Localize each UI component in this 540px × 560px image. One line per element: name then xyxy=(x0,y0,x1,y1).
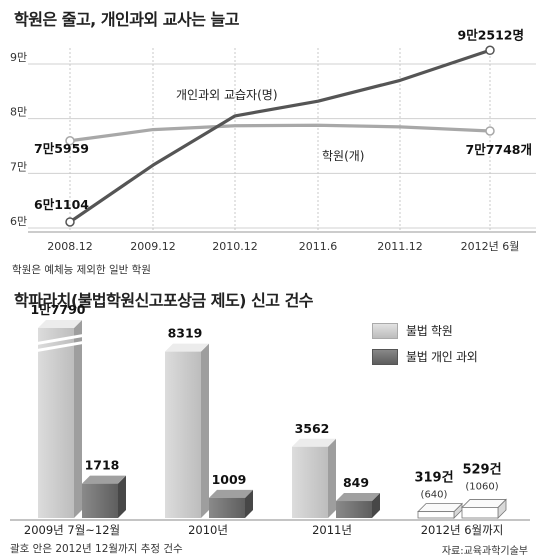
bar-break-mark xyxy=(37,341,83,352)
bar-tutor-front xyxy=(336,501,372,518)
bar-academy-side xyxy=(74,320,82,518)
bar-tutor-top xyxy=(82,475,126,484)
x-tick-label: 2011.6 xyxy=(299,240,338,253)
bar-academy-front xyxy=(417,511,455,519)
x-tick-label: 2012년 6월 xyxy=(461,240,520,253)
academy-series-label: 학원(개) xyxy=(322,149,364,163)
bar-chart-note: 괄호 안은 2012년 12월까지 추정 건수 xyxy=(10,543,183,555)
series-endpoint-tutor xyxy=(485,45,495,56)
bar-academy-value: 319건 xyxy=(414,470,453,486)
x-tick-label: 2009.12 xyxy=(130,240,176,253)
bar-category-label: 2010년 xyxy=(188,523,228,537)
bar-academy-top xyxy=(38,320,82,328)
bar-tutor-value: 529건 xyxy=(462,461,501,477)
x-tick-label: 2010.12 xyxy=(212,240,258,253)
bar-academy-top xyxy=(292,438,336,447)
bar-tutor-side xyxy=(118,475,126,518)
series-endpoint-tutor xyxy=(65,217,75,227)
tutor-start-label: 6만1104 xyxy=(34,197,89,212)
series-line-academy xyxy=(69,123,491,143)
line-chart-note: 학원은 예체능 제외한 일반 학원 xyxy=(12,264,151,276)
bar-tutor-value: 1718 xyxy=(85,458,120,473)
x-tick-label: 2011.12 xyxy=(377,240,423,253)
bar-tutor xyxy=(336,493,380,518)
bar-academy-value: 8319 xyxy=(168,326,203,341)
y-tick-label: 7만 xyxy=(10,160,27,173)
line-chart: 6만 7만 8만 9만 2008.12 2009.12 2010.12 2011.6 2011.… xyxy=(10,27,536,253)
bar-academy-front xyxy=(292,446,328,518)
legend-item-academy: 불법 학원 xyxy=(372,322,477,339)
bar-academy-estimate: (640) xyxy=(421,490,448,501)
y-tick-label: 6만 xyxy=(10,215,27,228)
bar-tutor-front xyxy=(461,507,499,519)
bar-tutor xyxy=(82,475,126,518)
bar-academy-side xyxy=(328,438,336,518)
bar-tutor-top xyxy=(336,493,380,502)
bar-tutor-top xyxy=(461,499,507,508)
legend-label-tutor: 불법 개인 과외 xyxy=(406,350,478,364)
bar-academy-value: 3562 xyxy=(295,421,330,436)
bar-category-label: 2012년 6월까지 xyxy=(421,523,504,537)
bar-academy-value: 1만7790 xyxy=(31,302,86,317)
bar-tutor xyxy=(461,498,507,519)
bar-academy xyxy=(38,320,82,518)
bar-tutor-value: 1009 xyxy=(212,472,247,487)
legend-label-academy: 불법 학원 xyxy=(406,324,453,338)
bar-break-mark xyxy=(37,334,83,345)
tutor-end-label: 9만2512명 xyxy=(458,27,525,42)
tutor-series-label: 개인과외 교습자(명) xyxy=(176,88,278,102)
bar-academy-side xyxy=(201,343,209,518)
line-chart-title: 학원은 줄고, 개인과외 교사는 늘고 xyxy=(14,10,239,29)
bar-tutor-front xyxy=(209,497,245,518)
bar-chart-title: 학파라치(불법학원신고포상금 제도) 신고 건수 xyxy=(14,291,314,310)
bar-tutor-value: 849 xyxy=(343,475,369,490)
bar-tutor-estimate: (1060) xyxy=(465,481,498,492)
bar-academy-front xyxy=(165,351,201,518)
series-line-tutor xyxy=(69,48,491,224)
legend-item-tutor: 불법 개인 과외 xyxy=(372,348,478,365)
academy-end-label: 7만7748개 xyxy=(466,142,533,157)
x-tick-label: 2008.12 xyxy=(47,240,93,253)
legend-swatch-academy xyxy=(372,322,398,339)
bar-tutor xyxy=(209,489,253,518)
bar-tutor-front xyxy=(82,483,118,518)
legend-swatch-tutor xyxy=(372,348,398,365)
y-tick-label: 8만 xyxy=(10,106,27,119)
bar-tutor-top xyxy=(209,489,253,498)
series-endpoint-academy xyxy=(485,126,495,136)
bar-academy xyxy=(165,343,209,518)
bar-academy-top xyxy=(165,343,209,352)
bar-academy-front xyxy=(38,328,74,518)
series-endpoint-academy xyxy=(65,136,75,146)
bar-legend: 불법 학원 불법 개인 과외 xyxy=(372,322,478,365)
bar-category-label: 2009년 7월~12월 xyxy=(24,523,120,537)
bar-chart-source: 자료:교육과학기술부 xyxy=(441,546,528,557)
bar-tutor-side xyxy=(372,493,380,518)
bar-tutor-side xyxy=(245,489,253,518)
bar-academy xyxy=(417,502,463,519)
academy-start-label: 7만5959 xyxy=(34,141,89,156)
bar-academy-top xyxy=(417,503,463,513)
y-tick-label: 9만 xyxy=(10,51,27,64)
bar-category-label: 2011년 xyxy=(312,523,352,537)
bar-academy xyxy=(292,438,336,518)
